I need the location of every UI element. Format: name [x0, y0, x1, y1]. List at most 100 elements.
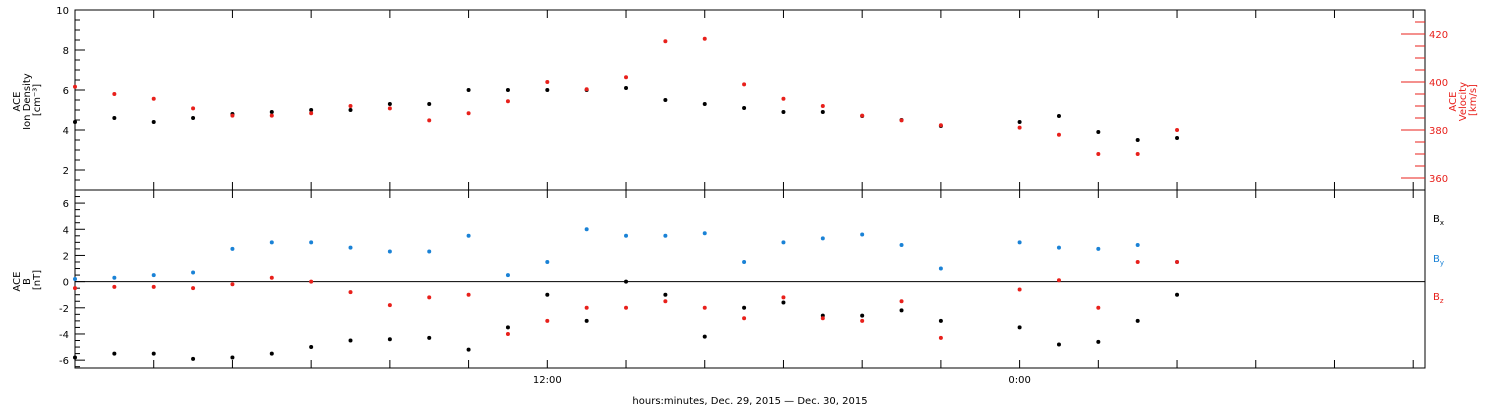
data-point	[466, 347, 471, 352]
y2-tick-label: 380	[1429, 126, 1448, 137]
data-point	[1017, 287, 1022, 292]
data-point	[230, 113, 235, 118]
data-point	[505, 88, 510, 92]
data-point	[663, 233, 668, 238]
data-point	[387, 102, 392, 106]
data-point	[702, 102, 707, 106]
data-point	[348, 338, 353, 343]
data-point	[151, 96, 156, 101]
data-point	[702, 231, 707, 236]
data-point	[938, 318, 943, 323]
data-point	[624, 305, 629, 310]
data-point	[702, 36, 707, 41]
data-point	[1096, 246, 1101, 251]
data-point	[742, 259, 747, 264]
data-point	[1135, 138, 1140, 142]
y-tick-label: 10	[56, 6, 69, 17]
bottom-panel-series	[73, 227, 1180, 361]
data-point	[1056, 278, 1061, 283]
data-point	[1017, 240, 1022, 245]
data-point	[1175, 292, 1180, 297]
data-point	[860, 313, 865, 318]
data-point	[112, 351, 117, 356]
y-tick-label: 0	[63, 278, 69, 289]
legend-bx: Bx	[1433, 214, 1444, 227]
data-point	[742, 82, 747, 87]
data-point	[466, 111, 471, 116]
bottom-y-axis: -6 -4 -2 0 2 4 6	[59, 196, 85, 368]
data-point	[781, 240, 786, 245]
data-point	[1135, 259, 1140, 264]
data-point	[73, 355, 77, 360]
data-point	[624, 75, 629, 80]
top-right-y-axis: 360 380 400 420	[1401, 21, 1448, 185]
data-point	[466, 233, 471, 238]
data-point	[309, 108, 314, 112]
data-point	[663, 299, 668, 304]
data-point	[1175, 128, 1180, 132]
data-point	[781, 110, 786, 114]
data-point	[781, 300, 786, 305]
data-point	[191, 116, 196, 120]
data-point	[938, 266, 943, 271]
data-point	[269, 351, 274, 356]
data-point	[73, 286, 77, 291]
data-point	[702, 334, 707, 339]
data-point	[387, 249, 392, 254]
bottom-panel-frame	[74, 189, 1426, 369]
data-point	[938, 335, 943, 340]
data-point	[230, 282, 235, 287]
y-tick-label: 4	[63, 126, 69, 137]
y-tick-label: 2	[63, 251, 69, 262]
y-tick-label: -6	[59, 356, 69, 367]
data-point	[545, 292, 550, 297]
y-tick-label: 2	[63, 166, 69, 177]
data-point	[1056, 114, 1061, 118]
data-point	[1135, 318, 1140, 323]
data-point	[112, 92, 117, 96]
data-point	[505, 99, 510, 104]
data-point	[584, 318, 589, 323]
data-point	[899, 308, 904, 313]
data-point	[624, 233, 629, 238]
data-point	[505, 325, 510, 330]
x-axis-caption: hours:minutes, Dec. 29, 2015 — Dec. 30, …	[632, 396, 867, 407]
legend-bz: Bz	[1433, 292, 1444, 305]
top-left-y-axis: 2 4 6 8 10	[56, 6, 85, 181]
data-point	[663, 39, 668, 44]
y-tick-label: 6	[63, 199, 69, 210]
legend-by: By	[1433, 254, 1444, 267]
data-point	[73, 120, 77, 124]
data-point	[505, 331, 510, 336]
data-point	[230, 246, 235, 251]
data-point	[1056, 245, 1061, 250]
data-point	[348, 108, 353, 112]
data-point	[348, 290, 353, 295]
data-point	[73, 277, 77, 281]
data-point	[545, 80, 550, 84]
data-point	[820, 104, 825, 108]
data-point	[1096, 339, 1101, 344]
data-point	[1056, 342, 1061, 347]
data-point	[151, 284, 156, 289]
data-point	[151, 273, 156, 278]
x-tick-label: 0:00	[1008, 375, 1030, 386]
data-point	[466, 88, 471, 92]
data-point	[1175, 136, 1180, 140]
data-point	[427, 249, 432, 254]
data-point	[781, 295, 786, 300]
data-point	[702, 305, 707, 310]
data-point	[584, 305, 589, 310]
y-tick-label: -2	[59, 304, 69, 315]
data-point	[309, 240, 314, 245]
data-point	[112, 284, 117, 289]
data-point	[1135, 152, 1140, 156]
data-point	[742, 305, 747, 310]
data-point	[269, 240, 274, 245]
data-point	[269, 110, 274, 114]
data-point	[466, 292, 471, 297]
data-point	[269, 275, 274, 280]
data-point	[899, 299, 904, 304]
x-tick-label: 12:00	[533, 375, 562, 386]
